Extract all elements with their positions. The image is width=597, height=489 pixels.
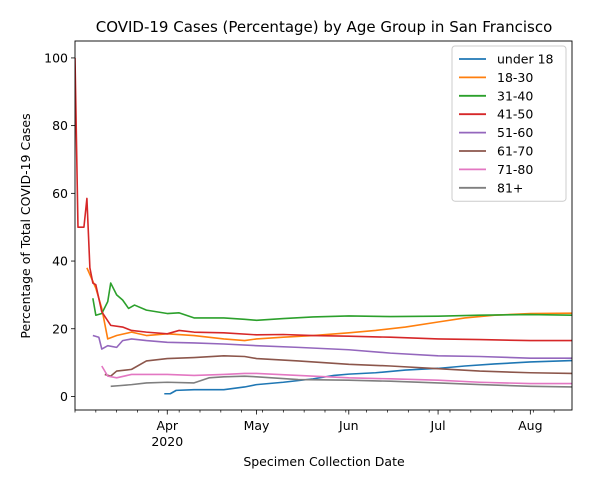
x-tick-label: Jun	[338, 418, 359, 433]
legend: under 18 18-30 31-40 41-50 51-60 61-70 71-80 81…	[451, 45, 567, 202]
x-tick-label: Aug	[518, 418, 542, 433]
legend-box	[451, 45, 567, 202]
plot-area	[75, 57, 572, 395]
y-tick-label: 100	[44, 50, 68, 65]
x-tick-year-label: 2020	[151, 434, 183, 449]
x-axis-label: Specimen Collection Date	[243, 454, 405, 469]
series-line-5	[104, 355, 572, 377]
y-axis: 0 20 40 60 80 100	[44, 50, 75, 404]
legend-label: under 18	[497, 52, 554, 67]
legend-label: 81+	[497, 180, 523, 195]
series-line-4	[92, 334, 572, 360]
y-tick-label: 80	[52, 118, 68, 133]
series-line-2	[92, 282, 572, 322]
y-tick-label: 40	[52, 254, 68, 269]
y-axis-label: Percentage of Total COVID-19 Cases	[18, 113, 33, 338]
legend-label: 71-80	[497, 162, 533, 177]
legend-label: 51-60	[497, 125, 533, 140]
series-line-7	[110, 375, 572, 388]
series-line-6	[101, 365, 572, 385]
chart-title: COVID-19 Cases (Percentage) by Age Group…	[96, 18, 553, 36]
y-tick-label: 60	[52, 186, 68, 201]
legend-label: 61-70	[497, 144, 533, 159]
series-line-3	[75, 57, 572, 342]
x-tick-label: May	[244, 418, 270, 433]
legend-label: 41-50	[497, 107, 533, 122]
plot-frame	[74, 40, 573, 411]
x-tick-label: Apr	[156, 418, 178, 433]
x-tick-label: Jul	[430, 418, 446, 433]
legend-label: 31-40	[497, 88, 533, 103]
legend-label: 18-30	[497, 70, 533, 85]
y-tick-label: 20	[52, 321, 68, 336]
series-line-1	[86, 267, 572, 342]
y-tick-label: 0	[60, 389, 68, 404]
